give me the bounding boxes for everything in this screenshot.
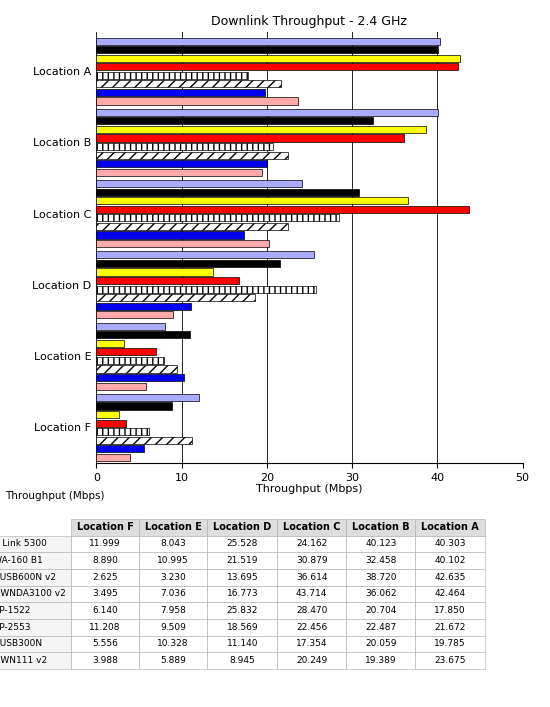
Bar	[96, 143, 273, 150]
Bar	[96, 223, 288, 230]
Bar	[96, 419, 126, 427]
Bar	[96, 382, 146, 390]
Bar	[96, 169, 262, 176]
Bar	[96, 349, 156, 356]
Bar	[96, 189, 360, 196]
Bar	[96, 357, 164, 364]
Bar	[96, 331, 190, 339]
Bar	[96, 46, 438, 53]
Bar	[96, 454, 130, 461]
Bar	[96, 252, 314, 259]
Bar	[96, 180, 302, 187]
Bar	[96, 286, 316, 293]
Bar	[96, 340, 124, 347]
Bar	[96, 117, 373, 124]
Bar	[96, 428, 148, 436]
Text: Throughput (Mbps): Throughput (Mbps)	[256, 484, 362, 494]
Bar	[96, 294, 255, 301]
Bar	[96, 160, 267, 168]
Bar	[96, 37, 440, 45]
Bar	[96, 437, 192, 444]
Bar	[96, 231, 244, 238]
Bar	[96, 394, 199, 401]
Bar	[96, 206, 469, 213]
Bar	[96, 445, 144, 452]
Bar	[96, 63, 458, 70]
Bar	[96, 89, 265, 96]
Bar	[96, 126, 426, 133]
Bar	[96, 134, 404, 141]
Bar	[96, 303, 191, 310]
Bar	[96, 214, 339, 221]
Bar	[96, 374, 184, 381]
Bar	[96, 260, 280, 267]
Bar	[96, 71, 249, 79]
Bar	[96, 151, 288, 158]
Bar	[96, 109, 438, 116]
Bar	[96, 197, 409, 204]
Bar	[96, 411, 119, 418]
Bar	[96, 366, 177, 373]
Text: Throughput (Mbps): Throughput (Mbps)	[6, 491, 105, 501]
Bar	[96, 311, 173, 318]
Bar	[96, 269, 213, 276]
Bar	[96, 54, 460, 62]
Title: Downlink Throughput - 2.4 GHz: Downlink Throughput - 2.4 GHz	[211, 15, 408, 28]
Bar	[96, 402, 172, 409]
Bar	[96, 322, 165, 329]
Bar	[96, 240, 269, 247]
Bar	[96, 81, 281, 88]
Bar	[96, 98, 298, 105]
Bar	[96, 277, 239, 284]
